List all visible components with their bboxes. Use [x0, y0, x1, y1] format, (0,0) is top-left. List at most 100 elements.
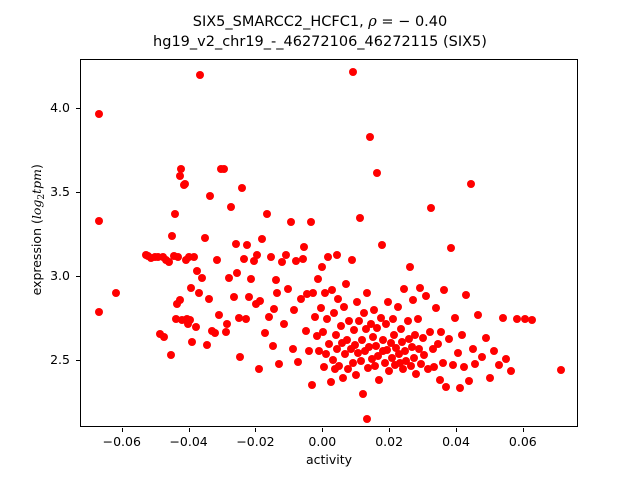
scatter-point: [355, 317, 364, 326]
scatter-point: [227, 202, 236, 211]
scatter-point: [444, 335, 453, 344]
scatter-point: [362, 415, 371, 424]
scatter-point: [453, 348, 462, 357]
scatter-point: [95, 217, 104, 226]
scatter-point: [326, 378, 335, 387]
scatter-point: [371, 361, 380, 370]
scatter-point: [324, 252, 333, 261]
scatter-point: [368, 333, 377, 342]
scatter-point: [390, 330, 399, 339]
scatter-point: [367, 354, 376, 363]
ylabel-log: log: [29, 199, 45, 220]
scatter-point: [341, 350, 350, 359]
scatter-point: [275, 359, 284, 368]
scatter-point: [172, 300, 181, 309]
title-line-2: hg19_v2_chr19_-_46272106_46272115 (SIX5): [153, 34, 487, 50]
scatter-point: [395, 359, 404, 368]
title-gene-triple: SIX5_SMARCC2_HCFC1,: [192, 14, 369, 30]
scatter-point: [423, 365, 432, 374]
scatter-point: [377, 241, 386, 250]
scatter-point: [317, 263, 326, 272]
scatter-point: [374, 352, 383, 361]
scatter-point: [438, 358, 447, 367]
scatter-point: [349, 68, 358, 77]
scatter-point: [239, 255, 248, 264]
scatter-point: [255, 365, 264, 374]
scatter-point: [469, 344, 478, 353]
scatter-point: [356, 214, 365, 222]
scatter-point: [258, 234, 267, 243]
scatter-point: [319, 362, 328, 371]
scatter-point: [397, 337, 406, 346]
scatter-point: [177, 164, 186, 173]
scatter-point: [238, 184, 247, 193]
scatter-point: [284, 284, 293, 293]
scatter-point: [362, 325, 371, 334]
scatter-point: [186, 315, 195, 324]
scatter-point: [309, 288, 318, 297]
ylabel-subscript: 2: [36, 193, 47, 200]
scatter-point: [315, 346, 324, 355]
scatter-point: [363, 288, 372, 297]
scatter-point: [411, 330, 420, 339]
scatter-point: [386, 339, 395, 348]
scatter-point: [310, 313, 319, 322]
scatter-point: [348, 359, 357, 368]
scatter-point: [382, 319, 391, 328]
scatter-point: [314, 275, 323, 284]
scatter-point: [358, 389, 367, 398]
scatter-point: [467, 180, 476, 189]
scatter-point: [370, 305, 379, 314]
x-tick-mark: [121, 428, 123, 432]
scatter-point: [403, 317, 412, 326]
y-tick-label: 3.5: [50, 183, 70, 199]
x-tick-mark: [456, 428, 457, 432]
scatter-point: [422, 292, 431, 300]
scatter-point: [184, 252, 193, 261]
scatter-point: [175, 296, 184, 305]
scatter-point: [446, 244, 455, 253]
scatter-point: [205, 294, 213, 303]
scatter-point: [351, 341, 360, 350]
scatter-point: [412, 370, 421, 379]
scatter-point: [353, 297, 362, 306]
scatter-point: [352, 371, 361, 380]
scatter-point: [191, 323, 200, 332]
scatter-point: [430, 362, 439, 371]
scatter-point: [378, 346, 387, 355]
scatter-point: [464, 377, 473, 386]
scatter-point: [400, 285, 409, 294]
scatter-point: [432, 304, 441, 313]
scatter-point: [281, 250, 290, 259]
x-tick-mark: [389, 428, 391, 432]
scatter-point: [219, 165, 228, 174]
x-tick-mark: [522, 428, 524, 432]
scatter-point: [332, 330, 341, 339]
figure-title: SIX5_SMARCC2_HCFC1, ρ = − 0.40 hg19_v2_c…: [0, 12, 640, 52]
scatter-point: [366, 320, 375, 328]
scatter-point: [435, 375, 444, 384]
scatter-point: [189, 253, 198, 262]
scatter-point: [332, 251, 341, 260]
scatter-point: [331, 364, 339, 373]
scatter-point: [164, 258, 173, 267]
scatter-point: [462, 291, 471, 300]
x-tick-label: −0.02: [236, 434, 275, 449]
scatter-point: [178, 316, 187, 325]
scatter-point: [325, 340, 334, 349]
scatter-point: [319, 327, 328, 336]
y-axis-label: expression (log2tpm): [29, 46, 47, 414]
scatter-point: [557, 365, 566, 374]
scatter-point: [408, 295, 417, 304]
scatter-point: [233, 269, 242, 278]
scatter-point: [460, 362, 469, 371]
scatter-point: [203, 340, 211, 349]
scatter-point: [342, 280, 351, 289]
y-tick-mark: [76, 359, 80, 361]
y-tick-mark: [76, 191, 80, 193]
scatter-point: [188, 337, 197, 346]
x-tick-label: 0.04: [442, 434, 470, 449]
scatter-point: [301, 326, 310, 335]
scatter-point: [327, 286, 336, 295]
scatter-point: [206, 192, 215, 201]
